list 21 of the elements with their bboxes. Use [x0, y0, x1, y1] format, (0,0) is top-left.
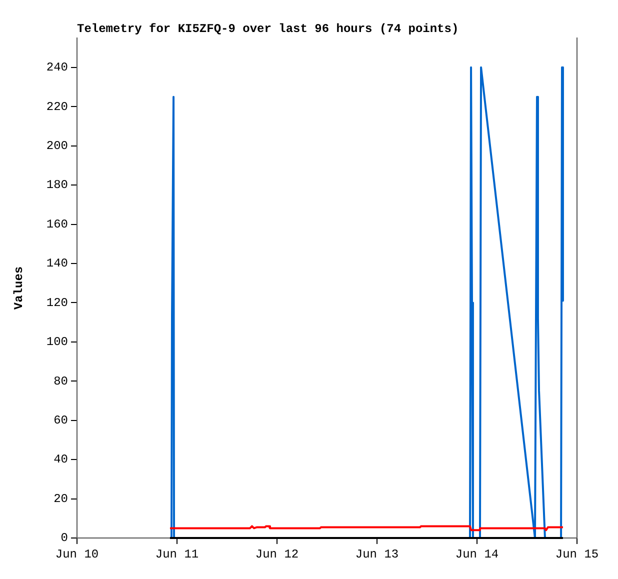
x-tick-label: Jun 15 — [555, 547, 599, 562]
y-tick-label: 220 — [46, 100, 68, 114]
y-tick-label: 240 — [46, 60, 68, 75]
x-tick-label: Jun 12 — [255, 547, 299, 562]
chart-title: Telemetry for KI5ZFQ-9 over last 96 hours (74 points) — [77, 22, 459, 36]
x-tick-label: Jun 14 — [455, 547, 499, 562]
y-axis-title: Values — [12, 266, 26, 310]
y-tick-label: 180 — [46, 178, 68, 192]
y-tick-label: 100 — [46, 335, 68, 350]
y-tick-label: 0 — [60, 531, 68, 546]
y-tick-label: 200 — [46, 139, 68, 154]
y-tick-label: 20 — [54, 492, 68, 506]
y-tick-label: 60 — [54, 414, 68, 428]
x-tick-label: Jun 13 — [355, 547, 399, 562]
y-tick-label: 80 — [54, 374, 68, 388]
y-tick-label: 120 — [46, 296, 68, 310]
x-tick-label: Jun 10 — [55, 547, 99, 562]
x-tick-label: Jun 11 — [155, 547, 199, 562]
y-tick-label: 160 — [46, 217, 68, 232]
y-tick-label: 140 — [46, 256, 68, 271]
y-tick-label: 40 — [54, 452, 68, 467]
